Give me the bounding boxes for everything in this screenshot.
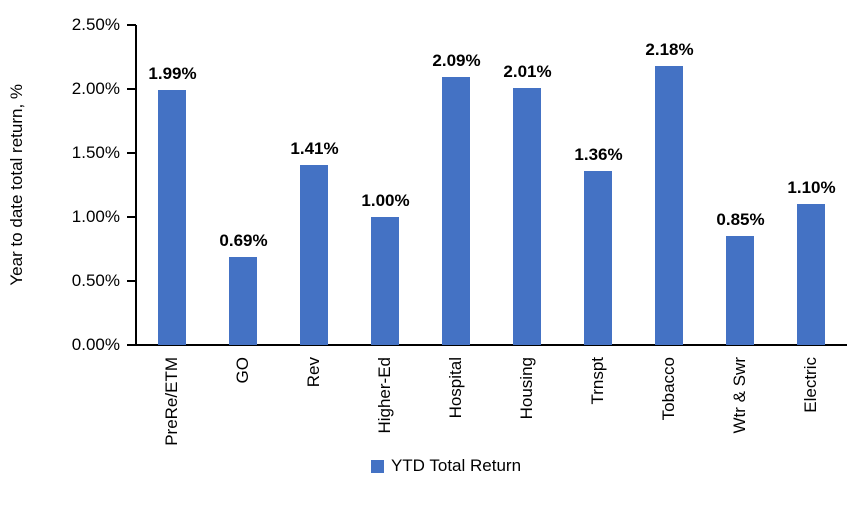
bar-slot: 1.41% [279, 25, 350, 345]
bar-wtr-swr [726, 236, 754, 345]
bar-tobacco [655, 65, 683, 345]
legend-swatch-icon [370, 459, 384, 473]
bar-housing [513, 87, 541, 345]
y-tick-mark [127, 152, 136, 154]
y-tick-label: 0.00% [71, 335, 120, 354]
bar-slot: 1.99% [137, 25, 208, 345]
legend-row: YTD Total Return [0, 456, 852, 476]
y-tick-label: 2.00% [71, 79, 120, 98]
bar-prere-etm [158, 90, 186, 345]
bar-value-label: 1.41% [290, 138, 339, 158]
bar-electric [797, 204, 825, 345]
bar-value-label: 1.10% [787, 178, 836, 198]
x-category-label: Higher-Ed [375, 357, 395, 434]
x-category-label: Electric [801, 357, 821, 413]
y-tick-mark [127, 216, 136, 218]
y-tick-mark [127, 344, 136, 346]
y-axis-title: Year to date total return, % [2, 25, 30, 345]
bar-value-label: 0.69% [219, 230, 268, 250]
bar-trnspt [584, 170, 612, 345]
bar-value-label: 1.00% [361, 191, 410, 210]
bar-rev [300, 164, 328, 345]
bar-hospital [442, 77, 470, 345]
bar-value-label: 1.99% [148, 64, 197, 84]
x-axis-line [135, 344, 847, 346]
x-category-label-slot: Higher-Ed [350, 349, 421, 457]
x-category-label-slot: PreRe/ETM [137, 349, 208, 457]
x-category-label-slot: Wtr & Swr [705, 349, 776, 457]
legend-label: YTD Total Return [390, 456, 522, 475]
x-category-label-slot: Housing [492, 349, 563, 457]
x-category-label: PreRe/ETM [162, 357, 182, 446]
y-tick-label: 2.50% [71, 15, 120, 34]
bar-slot: 2.09% [421, 25, 492, 345]
bar-slot: 0.69% [208, 25, 279, 345]
plot-area: 1.99% 0.69% 1.41% 1.00% 2.09% 2.01% 1.36% 2.18%… [137, 25, 847, 345]
bar-slot: 0.85% [705, 25, 776, 345]
x-category-label: Wtr & Swr [730, 357, 750, 434]
bar-value-label: 2.09% [432, 51, 481, 71]
x-category-label: Tobacco [659, 357, 679, 421]
y-axis-title-text: Year to date total return, % [6, 84, 26, 286]
x-category-label: Trnspt [588, 357, 608, 405]
y-axis-line [135, 25, 137, 346]
x-category-label: GO [233, 357, 253, 384]
y-tick-label: 1.50% [71, 143, 120, 162]
bar-value-label: 1.36% [574, 144, 623, 164]
bar-slot: 1.00% [350, 25, 421, 345]
bar-value-label: 2.01% [503, 61, 552, 81]
x-category-label-slot: GO [208, 349, 279, 457]
x-category-label: Housing [517, 357, 537, 420]
y-tick-label: 0.50% [71, 271, 120, 290]
bar-slot: 1.10% [776, 25, 847, 345]
bar-value-label: 2.18% [645, 39, 694, 59]
bar-value-label: 0.85% [716, 210, 765, 230]
x-category-label-slot: Trnspt [563, 349, 634, 457]
x-category-label-slot: Rev [279, 349, 350, 457]
x-category-label-slot: Electric [776, 349, 847, 457]
y-tick-mark [127, 280, 136, 282]
y-tick-mark [127, 24, 136, 26]
bar-slot: 1.36% [563, 25, 634, 345]
legend: YTD Total Return [370, 456, 522, 476]
x-axis-category-labels: PreRe/ETM GO Rev Higher-Ed Hospital Housing Tr… [137, 349, 847, 457]
y-tick-label: 1.00% [71, 207, 120, 226]
x-category-label: Rev [304, 357, 324, 388]
bar-slot: 2.18% [634, 25, 705, 345]
x-category-label-slot: Hospital [421, 349, 492, 457]
bar-go [229, 256, 257, 345]
bar-slot: 2.01% [492, 25, 563, 345]
y-tick-mark [127, 88, 136, 90]
x-category-label: Hospital [446, 357, 466, 419]
x-category-label-slot: Tobacco [634, 349, 705, 457]
bar-higher-ed [371, 217, 399, 345]
